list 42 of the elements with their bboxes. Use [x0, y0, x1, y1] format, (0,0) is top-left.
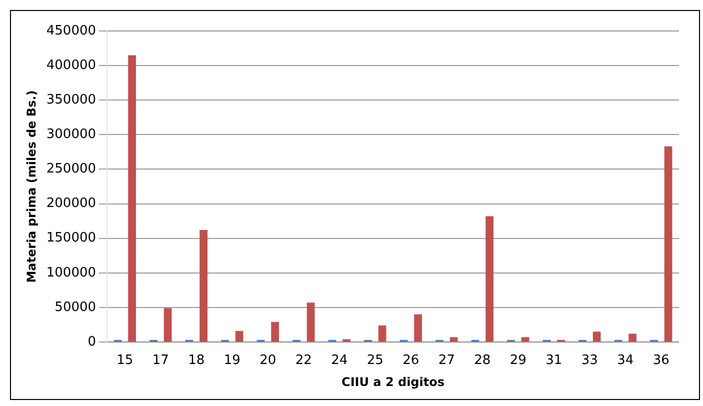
x-tick-label: 22 [295, 353, 312, 368]
x-tick-label: 20 [260, 353, 276, 368]
x-tick-label: 31 [546, 353, 562, 368]
bar [628, 334, 636, 342]
x-tick-label: 27 [438, 353, 455, 368]
x-tick-label: 17 [152, 353, 169, 368]
x-tick-label: 25 [366, 353, 384, 368]
x-tick-label: 34 [617, 353, 634, 368]
bar [306, 302, 315, 342]
x-tick-label: 18 [188, 353, 205, 368]
y-tick-label: 150000 [46, 230, 96, 246]
y-tick-label: 300000 [46, 127, 96, 142]
y-axis-title: Materia prima (miles de Bs.) [24, 90, 38, 283]
y-tick-label: 50000 [54, 300, 96, 315]
bar [164, 308, 172, 342]
x-tick-label: 33 [581, 353, 598, 368]
bar [128, 55, 136, 342]
bar [664, 146, 672, 342]
bar [414, 314, 422, 342]
y-tick-label: 400000 [46, 58, 96, 73]
bar [235, 330, 244, 342]
y-tick-label: 200000 [46, 196, 96, 212]
bar [271, 322, 279, 342]
x-tick-label: 29 [510, 353, 526, 368]
x-tick-label: 28 [474, 353, 491, 368]
bar [592, 332, 601, 342]
x-tick-label: 26 [402, 353, 420, 368]
y-tick-label: 350000 [46, 92, 96, 108]
y-tick-label: 450000 [46, 23, 96, 38]
x-tick-label: 19 [224, 353, 240, 368]
x-tick-label: 36 [652, 353, 670, 368]
bar [200, 230, 208, 342]
x-tick-label: 15 [116, 353, 134, 368]
y-tick-label: 250000 [46, 162, 96, 177]
bar [378, 325, 386, 342]
bar [521, 337, 530, 342]
x-tick-label: 24 [331, 353, 348, 368]
y-tick-label: 100000 [46, 265, 96, 280]
x-axis-title: CIIU a 2 digitos [342, 374, 445, 389]
y-tick-label: 0 [88, 334, 96, 350]
bar [450, 337, 458, 342]
bar [486, 216, 494, 342]
